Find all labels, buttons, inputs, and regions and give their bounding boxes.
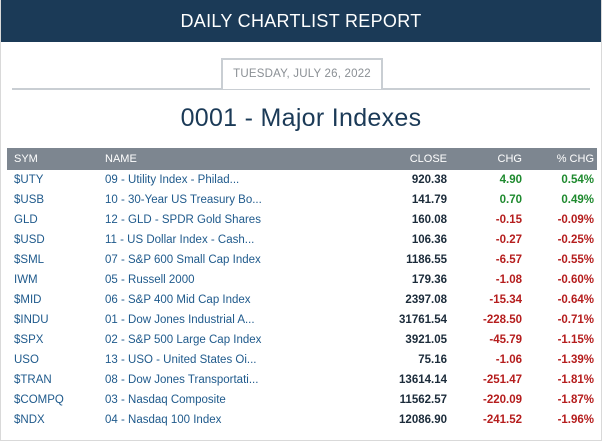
close-value: 13614.14 (399, 374, 447, 386)
symbol-link[interactable]: $COMPQ (14, 394, 64, 406)
table-row[interactable]: $COMPQ 03 - Nasdaq Composite 11562.57 -220.… (7, 390, 597, 410)
report-header: DAILY CHARTLIST REPORT (1, 0, 601, 42)
percent-change-value: -1.81% (557, 374, 594, 386)
date-divider (12, 88, 590, 90)
index-name-link[interactable]: 10 - 30-Year US Treasury Bo... (105, 194, 262, 206)
indexes-table: SYM NAME CLOSE CHG % CHG $UTY 09 - Utilit… (7, 148, 597, 430)
table-row[interactable]: $SML 07 - S&P 600 Small Cap Index 1186.55 -… (7, 250, 597, 270)
change-value: -251.47 (482, 374, 522, 386)
change-value: -6.57 (495, 254, 522, 266)
column-header-chg[interactable]: CHG (497, 153, 522, 165)
percent-change-value: 0.49% (561, 194, 594, 206)
change-value: -0.27 (495, 234, 522, 246)
percent-change-value: -0.55% (557, 254, 594, 266)
chartlist-title: 0001 - Major Indexes (180, 103, 422, 132)
table-row[interactable]: USO 13 - USO - United States Oi... 75.16 -1… (7, 350, 597, 370)
percent-change-value: -0.60% (557, 274, 594, 286)
table-row[interactable]: IWM 05 - Russell 2000 179.36 -1.08 -0.60% (7, 270, 597, 290)
index-name-link[interactable]: 07 - S&P 600 Small Cap Index (105, 254, 261, 266)
column-header-name[interactable]: NAME (105, 153, 137, 165)
close-value: 12086.90 (399, 414, 447, 426)
index-name-link[interactable]: 01 - Dow Jones Industrial A... (105, 314, 255, 326)
close-value: 11562.57 (399, 394, 447, 406)
table-row[interactable]: $USD 11 - US Dollar Index - Cash... 106.36… (7, 230, 597, 250)
index-name-link[interactable]: 04 - Nasdaq 100 Index (105, 414, 222, 426)
close-value: 1186.55 (406, 254, 447, 266)
report-title: DAILY CHARTLIST REPORT (180, 10, 422, 31)
table-row[interactable]: GLD 12 - GLD - SPDR Gold Shares 160.08 -0.1… (7, 210, 597, 230)
percent-change-value: -1.39% (557, 354, 594, 366)
symbol-link[interactable]: $MID (14, 294, 42, 306)
index-name-link[interactable]: 03 - Nasdaq Composite (105, 394, 226, 406)
table-body: $UTY 09 - Utility Index - Philad... 920.38… (7, 170, 597, 430)
change-value: -228.50 (482, 314, 522, 326)
table-row[interactable]: $TRAN 08 - Dow Jones Transportati... 13614… (7, 370, 597, 390)
change-value: -1.06 (495, 354, 522, 366)
close-value: 141.79 (411, 194, 447, 206)
close-value: 3921.05 (405, 334, 447, 346)
symbol-link[interactable]: $SML (14, 254, 45, 266)
table-row[interactable]: $SPX 02 - S&P 500 Large Cap Index 3921.05 -… (7, 330, 597, 350)
percent-change-value: -0.25% (557, 234, 594, 246)
percent-change-value: -0.64% (557, 294, 594, 306)
close-value: 179.36 (411, 274, 447, 286)
index-name-link[interactable]: 09 - Utility Index - Philad... (105, 174, 240, 186)
change-value: -220.09 (482, 394, 522, 406)
percent-change-value: -1.96% (557, 414, 594, 426)
date-section: TUESDAY, JULY 26, 2022 (1, 42, 601, 90)
table-row[interactable]: $UTY 09 - Utility Index - Philad... 920.38… (7, 170, 597, 190)
column-header-sym[interactable]: SYM (14, 153, 38, 165)
change-value: -0.15 (495, 214, 522, 226)
change-value: -15.34 (489, 294, 522, 306)
percent-change-value: -0.71% (557, 314, 594, 326)
symbol-link[interactable]: GLD (14, 214, 38, 226)
index-name-link[interactable]: 02 - S&P 500 Large Cap Index (105, 334, 262, 346)
symbol-link[interactable]: $SPX (14, 334, 44, 346)
percent-change-value: -0.09% (557, 214, 594, 226)
close-value: 2397.08 (405, 294, 447, 306)
percent-change-value: 0.54% (561, 174, 594, 186)
table-row[interactable]: $USB 10 - 30-Year US Treasury Bo... 141.79… (7, 190, 597, 210)
close-value: 920.38 (411, 174, 447, 186)
symbol-link[interactable]: $USB (14, 194, 45, 206)
table-row[interactable]: $NDX 04 - Nasdaq 100 Index 12086.90 -241.52… (7, 410, 597, 430)
index-name-link[interactable]: 11 - US Dollar Index - Cash... (105, 234, 255, 246)
column-header-close[interactable]: CLOSE (409, 153, 447, 165)
index-name-link[interactable]: 06 - S&P 400 Mid Cap Index (105, 294, 251, 306)
symbol-link[interactable]: $USD (14, 234, 45, 246)
close-value: 160.08 (411, 214, 447, 226)
close-value: 31761.54 (399, 314, 447, 326)
symbol-link[interactable]: IWM (14, 274, 38, 286)
symbol-link[interactable]: $INDU (14, 314, 49, 326)
index-name-link[interactable]: 08 - Dow Jones Transportati... (105, 374, 259, 386)
close-value: 75.16 (418, 354, 447, 366)
change-value: 4.90 (499, 174, 522, 186)
symbol-link[interactable]: $NDX (14, 414, 45, 426)
index-name-link[interactable]: 13 - USO - United States Oi... (105, 354, 257, 366)
index-name-link[interactable]: 12 - GLD - SPDR Gold Shares (105, 214, 261, 226)
report-date: TUESDAY, JULY 26, 2022 (221, 58, 383, 89)
table-row[interactable]: $MID 06 - S&P 400 Mid Cap Index 2397.08 -15… (7, 290, 597, 310)
change-value: -1.08 (495, 274, 522, 286)
change-value: -45.79 (489, 334, 522, 346)
change-value: 0.70 (499, 194, 522, 206)
index-name-link[interactable]: 05 - Russell 2000 (105, 274, 195, 286)
percent-change-value: -1.15% (557, 334, 594, 346)
symbol-link[interactable]: $UTY (14, 174, 44, 186)
symbol-link[interactable]: USO (14, 354, 39, 366)
table-header: SYM NAME CLOSE CHG % CHG (7, 148, 597, 170)
symbol-link[interactable]: $TRAN (14, 374, 52, 386)
close-value: 106.36 (411, 234, 447, 246)
change-value: -241.52 (482, 414, 522, 426)
percent-change-value: -1.87% (557, 394, 594, 406)
column-header-pct-chg[interactable]: % CHG (556, 153, 594, 165)
table-row[interactable]: $INDU 01 - Dow Jones Industrial A... 31761… (7, 310, 597, 330)
